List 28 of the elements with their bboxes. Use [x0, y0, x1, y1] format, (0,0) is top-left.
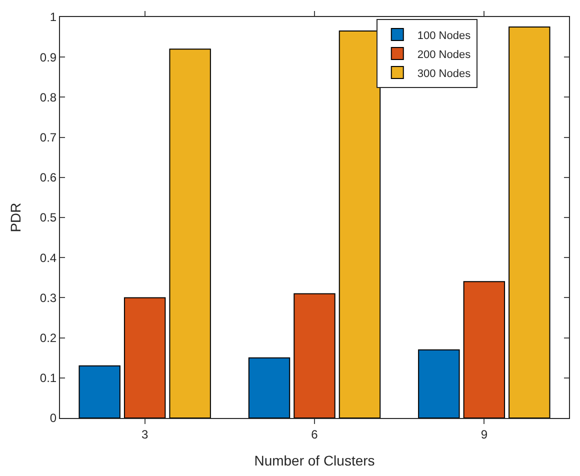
- y-tick-label: 0.1: [40, 371, 57, 386]
- y-tick-label: 0.6: [40, 170, 57, 185]
- bar: [124, 297, 166, 418]
- bar: [463, 281, 506, 418]
- x-tick-label: 6: [311, 427, 318, 442]
- y-tick-label: 0.5: [40, 210, 57, 225]
- y-tick-label: 0: [50, 411, 57, 426]
- bar: [169, 48, 211, 418]
- bar: [508, 26, 550, 418]
- bar: [78, 365, 120, 418]
- y-tick-label: 0.8: [40, 90, 57, 104]
- x-tick-label: 3: [141, 427, 148, 442]
- y-tick-label: 0.3: [40, 290, 57, 305]
- legend-label: 300 Nodes: [417, 68, 472, 80]
- legend-label: 200 Nodes: [417, 48, 472, 61]
- y-tick-label: 0.7: [40, 130, 57, 144]
- x-axis-title: Number of Clusters: [254, 452, 375, 469]
- y-axis-title: PDR: [8, 202, 24, 232]
- y-tick-label: 0.2: [40, 331, 57, 345]
- y-tick-label: 0.4: [40, 250, 57, 265]
- y-tick-label: 0.9: [40, 50, 57, 64]
- bar: [338, 30, 381, 418]
- bar: [418, 349, 460, 418]
- bar: [294, 293, 336, 418]
- legend-label: 100 Nodes: [417, 30, 472, 42]
- bar: [248, 357, 290, 418]
- y-tick-label: 1: [50, 10, 57, 24]
- x-tick-label: 9: [480, 427, 488, 442]
